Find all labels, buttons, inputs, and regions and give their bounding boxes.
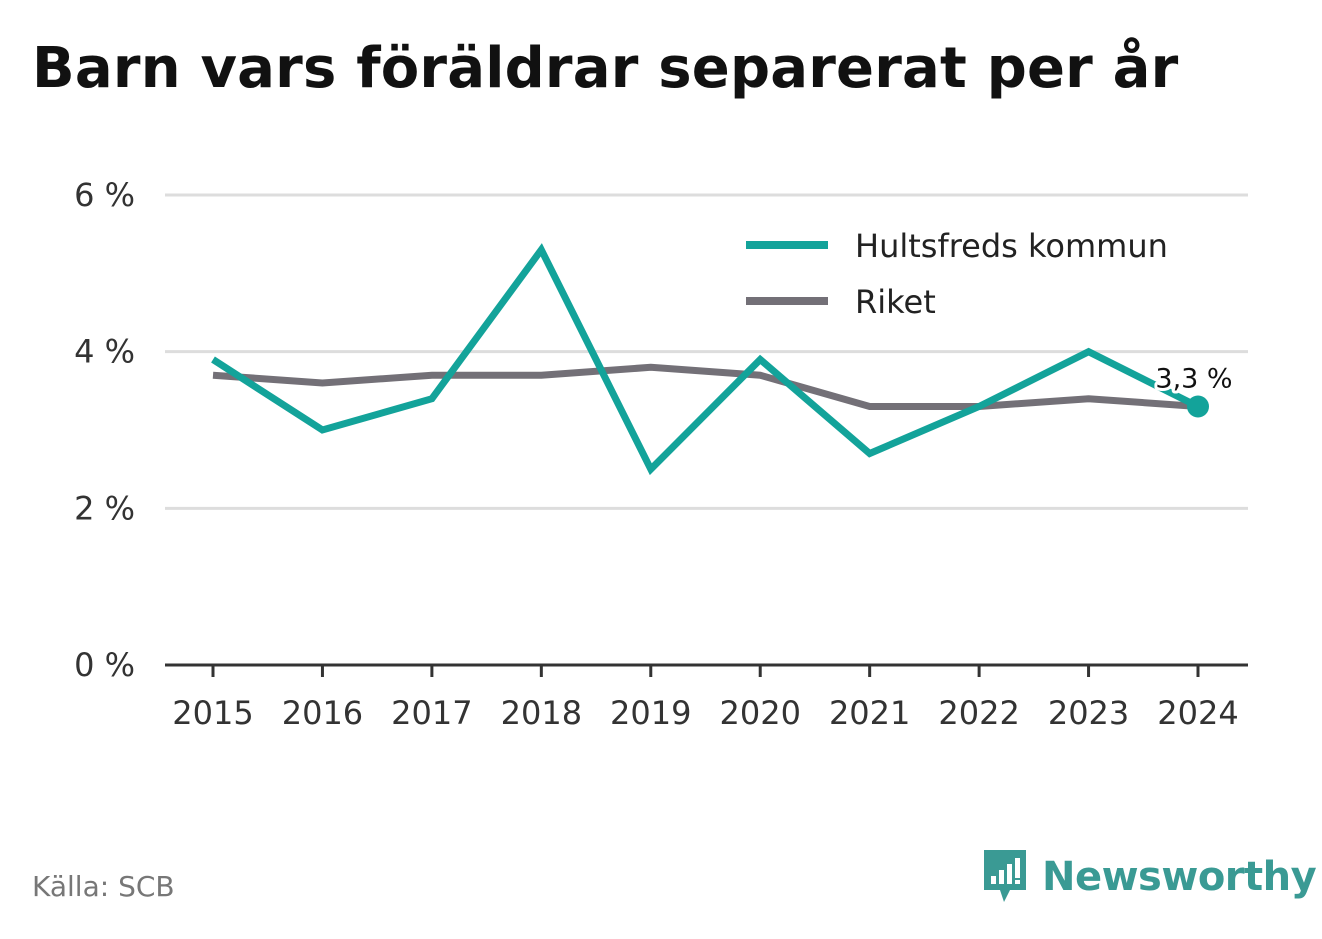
series-lines (211, 243, 1200, 476)
x-tick-label: 2018 (501, 694, 582, 732)
legend: Hultsfreds kommun Riket (746, 227, 1168, 321)
brand-name: Newsworthy (1042, 854, 1317, 900)
x-tick-label: 2017 (391, 694, 472, 732)
source-note: Källa: SCB (32, 870, 175, 903)
brand-logo: Newsworthy (980, 846, 1317, 908)
y-tick-label: 2 % (74, 489, 135, 527)
y-tick-label: 6 % (74, 176, 135, 214)
x-tick-label: 2024 (1157, 694, 1238, 732)
x-axis: 2015 2016 2017 2018 2019 2020 2021 2022 2023 2024 (165, 663, 1248, 732)
y-axis-ticks: 0 % 2 % 4 % 6 % (74, 176, 135, 684)
series-line-0 (211, 243, 1200, 476)
chart-title: Barn vars föräldrar separerat per år (32, 36, 1179, 101)
series-line-1 (212, 363, 1199, 410)
y-tick-label: 4 % (74, 333, 135, 371)
newsworthy-logo-icon (984, 850, 1026, 902)
legend-label: Riket (855, 283, 936, 321)
x-tick-label: 2022 (938, 694, 1019, 732)
x-tick-label: 2015 (172, 694, 253, 732)
end-value-label: 3,3 % (1155, 364, 1232, 395)
y-tick-label: 0 % (74, 646, 135, 684)
legend-label: Hultsfreds kommun (855, 227, 1168, 265)
end-point-marker (1187, 395, 1209, 418)
x-tick-label: 2019 (610, 694, 691, 732)
x-tick-label: 2021 (829, 694, 910, 732)
gridlines (165, 193, 1248, 510)
x-tick-label: 2016 (282, 694, 363, 732)
x-tick-label: 2020 (720, 694, 801, 732)
x-tick-label: 2023 (1048, 694, 1129, 732)
end-annotation: 3,3 % (1152, 361, 1236, 418)
